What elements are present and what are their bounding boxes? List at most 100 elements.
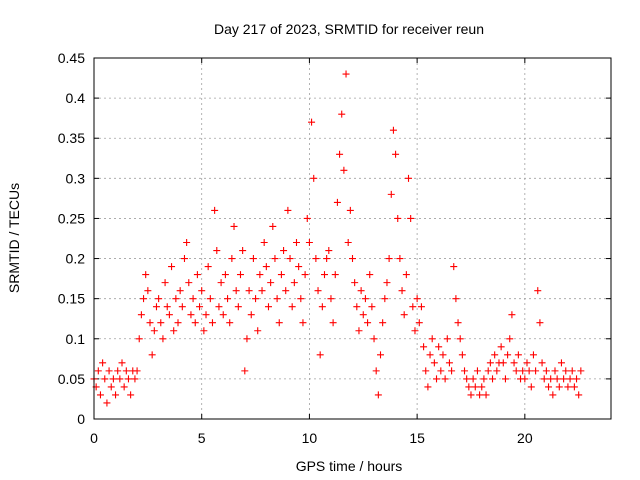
data-point: [176, 287, 184, 295]
data-point: [236, 271, 244, 279]
data-point: [299, 319, 307, 327]
data-point: [486, 359, 494, 367]
data-point: [148, 351, 156, 359]
data-point: [183, 239, 191, 247]
data-point: [344, 239, 352, 247]
data-point: [217, 279, 225, 287]
data-point: [189, 295, 197, 303]
data-point: [527, 383, 535, 391]
data-point: [469, 375, 477, 383]
data-point: [372, 367, 380, 375]
data-point: [284, 206, 292, 214]
plot-frame: [93, 57, 612, 420]
data-point: [96, 391, 104, 399]
data-point: [310, 174, 318, 182]
data-point: [448, 367, 456, 375]
data-point: [230, 222, 238, 230]
x-tick-label: 0: [90, 430, 98, 446]
data-point: [489, 375, 497, 383]
data-point: [336, 150, 344, 158]
data-point: [163, 303, 171, 311]
data-point: [542, 367, 550, 375]
data-point: [198, 287, 206, 295]
data-point: [499, 359, 507, 367]
data-point: [226, 319, 234, 327]
data-point: [277, 271, 285, 279]
data-point: [456, 335, 464, 343]
data-point: [323, 255, 331, 263]
y-axis-title: SRMTID / TECUs: [6, 183, 22, 293]
data-point: [191, 319, 199, 327]
data-point: [213, 247, 221, 255]
x-axis-title: GPS time / hours: [296, 458, 403, 474]
data-point: [521, 375, 529, 383]
data-point: [353, 303, 361, 311]
data-point: [271, 255, 279, 263]
data-point: [364, 319, 372, 327]
data-point: [150, 327, 158, 335]
data-point: [396, 255, 404, 263]
data-point: [357, 287, 365, 295]
data-point: [458, 351, 466, 359]
data-point: [534, 287, 542, 295]
data-point: [392, 150, 400, 158]
y-tick-label: 0.35: [58, 130, 85, 146]
data-point: [200, 327, 208, 335]
data-point: [540, 375, 548, 383]
y-tick-label: 0: [77, 411, 85, 427]
data-point: [127, 391, 135, 399]
data-point: [170, 327, 178, 335]
data-point: [314, 287, 322, 295]
data-point: [137, 311, 145, 319]
data-point: [174, 319, 182, 327]
data-point: [570, 383, 578, 391]
data-point: [491, 351, 499, 359]
data-point: [555, 383, 563, 391]
data-point: [243, 335, 251, 343]
data-point: [454, 319, 462, 327]
data-point: [355, 327, 363, 335]
data-point: [140, 295, 148, 303]
data-point: [461, 367, 469, 375]
data-point: [398, 287, 406, 295]
data-point: [508, 311, 516, 319]
data-point: [103, 399, 111, 407]
data-point: [467, 391, 475, 399]
data-point: [273, 295, 281, 303]
data-point: [374, 391, 382, 399]
data-point: [549, 391, 557, 399]
data-point: [239, 247, 247, 255]
data-point: [159, 335, 167, 343]
data-point: [144, 287, 152, 295]
data-point: [249, 255, 257, 263]
x-tick-label: 15: [409, 430, 425, 446]
data-point: [292, 239, 300, 247]
data-point: [379, 319, 387, 327]
data-point: [407, 214, 415, 222]
data-point: [208, 319, 216, 327]
data-point: [327, 295, 335, 303]
data-point: [443, 335, 451, 343]
data-point: [566, 375, 574, 383]
data-point: [519, 367, 527, 375]
data-point: [529, 351, 537, 359]
data-point: [473, 367, 481, 375]
data-point: [290, 279, 298, 287]
data-point: [557, 359, 565, 367]
data-point: [252, 295, 260, 303]
data-point: [497, 343, 505, 351]
data-point: [196, 303, 204, 311]
data-point: [385, 255, 393, 263]
data-point: [394, 214, 402, 222]
data-point: [301, 271, 309, 279]
data-point: [387, 190, 395, 198]
data-point: [435, 343, 443, 351]
data-point: [510, 359, 518, 367]
data-point: [437, 367, 445, 375]
data-point: [471, 383, 479, 391]
y-tick-label: 0.2: [66, 251, 86, 267]
data-point: [562, 367, 570, 375]
data-point: [114, 367, 122, 375]
data-point: [532, 367, 540, 375]
